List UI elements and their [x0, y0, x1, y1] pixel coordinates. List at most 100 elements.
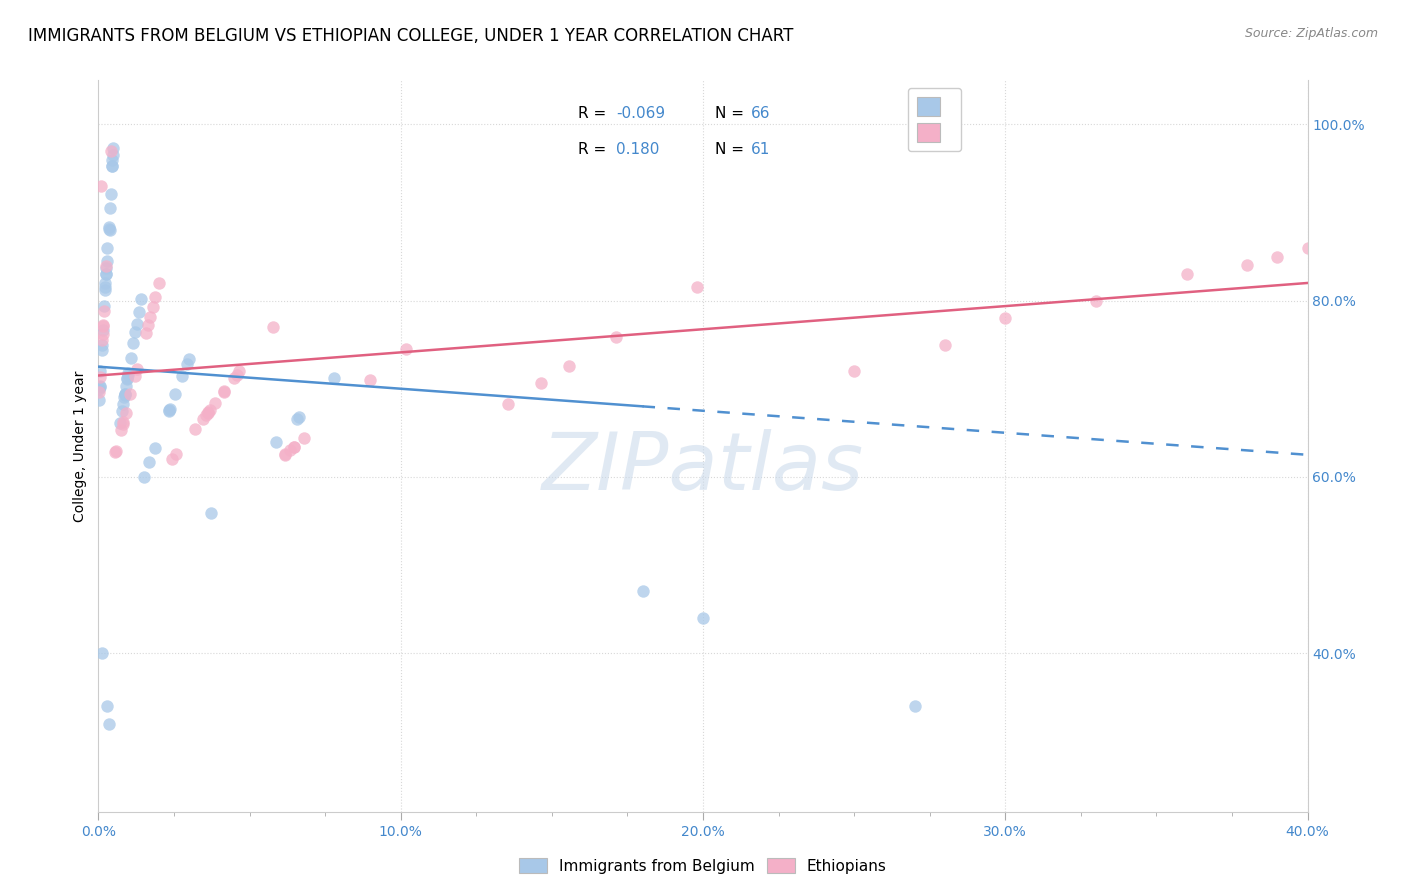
Point — [143, 441, 166, 455]
Point — [89, 379, 111, 393]
Point — [176, 357, 198, 371]
Point — [94, 276, 117, 290]
Point — [90, 338, 112, 352]
Point — [143, 291, 166, 305]
Point — [112, 397, 135, 411]
Point — [101, 148, 124, 162]
Point — [101, 159, 124, 173]
Point — [117, 368, 139, 382]
Point — [114, 406, 136, 420]
Point — [124, 368, 146, 383]
Point — [90, 343, 112, 357]
Point — [136, 318, 159, 333]
Point — [87, 392, 110, 407]
Point — [96, 698, 118, 713]
Point — [224, 371, 246, 385]
Point — [264, 435, 287, 450]
Point — [108, 416, 131, 430]
Text: IMMIGRANTS FROM BELGIUM VS ETHIOPIAN COLLEGE, UNDER 1 YEAR CORRELATION CHART: IMMIGRANTS FROM BELGIUM VS ETHIOPIAN COL… — [28, 27, 793, 45]
Point — [195, 408, 218, 422]
Y-axis label: College, Under 1 year: College, Under 1 year — [73, 370, 87, 522]
Point — [98, 223, 121, 237]
Point — [115, 372, 138, 386]
Point — [323, 371, 346, 385]
Point — [94, 267, 117, 281]
Point — [197, 405, 219, 419]
Point — [120, 386, 142, 401]
Point — [90, 179, 112, 194]
Point — [91, 333, 114, 347]
Point — [262, 320, 284, 334]
Point — [191, 412, 214, 426]
Point — [122, 336, 145, 351]
Point — [274, 448, 297, 462]
Point — [283, 440, 305, 454]
Point — [1296, 241, 1319, 255]
Point — [97, 219, 120, 234]
Point — [93, 303, 115, 318]
Point — [128, 304, 150, 318]
Point — [101, 153, 124, 168]
Point — [100, 144, 122, 158]
Text: 61: 61 — [751, 143, 770, 158]
Legend: , : , — [908, 88, 962, 151]
Point — [228, 364, 250, 378]
Point — [91, 318, 114, 333]
Point — [115, 379, 138, 393]
Point — [1175, 267, 1198, 281]
Point — [125, 317, 148, 331]
Point — [631, 584, 654, 599]
Point — [160, 452, 183, 467]
Point — [91, 323, 114, 337]
Point — [292, 431, 315, 445]
Text: R =: R = — [578, 143, 612, 158]
Point — [101, 159, 124, 173]
Point — [89, 369, 111, 384]
Point — [285, 411, 308, 425]
Point — [111, 403, 134, 417]
Point — [142, 300, 165, 314]
Point — [994, 311, 1017, 326]
Point — [605, 330, 627, 344]
Point — [97, 222, 120, 236]
Point — [177, 352, 200, 367]
Point — [198, 403, 221, 417]
Text: R =: R = — [578, 106, 612, 121]
Point — [93, 299, 115, 313]
Point — [530, 376, 553, 391]
Point — [96, 241, 118, 255]
Point — [283, 440, 305, 454]
Point — [558, 359, 581, 373]
Point — [91, 318, 114, 333]
Legend: Immigrants from Belgium, Ethiopians: Immigrants from Belgium, Ethiopians — [513, 852, 893, 880]
Point — [104, 445, 127, 459]
Point — [212, 384, 235, 399]
Point — [278, 443, 301, 458]
Text: N =: N = — [716, 106, 749, 121]
Point — [114, 387, 136, 401]
Point — [498, 396, 520, 410]
Point — [1267, 250, 1289, 264]
Text: N =: N = — [716, 143, 749, 158]
Point — [91, 646, 114, 660]
Point — [89, 382, 111, 396]
Point — [91, 326, 114, 341]
Point — [129, 293, 152, 307]
Point — [172, 369, 194, 384]
Point — [114, 386, 136, 401]
Point — [197, 406, 219, 420]
Point — [94, 280, 117, 294]
Point — [89, 364, 111, 378]
Point — [135, 326, 157, 340]
Point — [114, 388, 136, 402]
Point — [184, 422, 207, 436]
Point — [288, 409, 311, 424]
Point — [111, 417, 134, 431]
Text: Source: ZipAtlas.com: Source: ZipAtlas.com — [1244, 27, 1378, 40]
Point — [165, 387, 187, 401]
Point — [157, 402, 180, 417]
Point — [110, 423, 132, 437]
Point — [212, 384, 235, 399]
Point — [100, 186, 122, 201]
Point — [204, 396, 226, 410]
